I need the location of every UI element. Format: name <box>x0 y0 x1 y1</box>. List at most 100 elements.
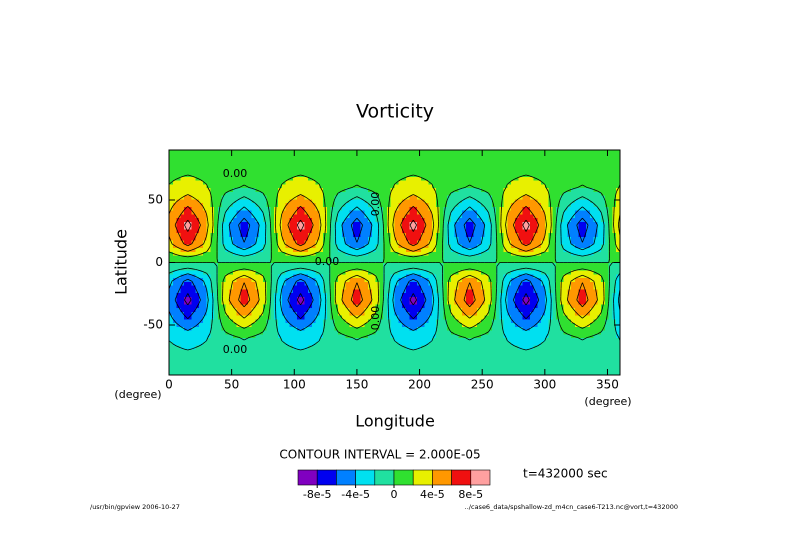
field-cell <box>495 352 501 357</box>
field-cell <box>266 217 272 222</box>
field-cell <box>484 356 490 361</box>
field-cell <box>285 367 290 372</box>
field-cell <box>251 228 257 234</box>
field-cell <box>386 258 392 264</box>
field-cell <box>326 307 332 312</box>
field-cell <box>537 288 542 294</box>
field-cell <box>285 303 290 309</box>
field-cell <box>484 318 490 324</box>
field-cell <box>319 240 324 245</box>
field-cell <box>289 296 294 301</box>
field-cell <box>518 296 523 301</box>
field-cell <box>225 371 230 376</box>
field-cell <box>191 311 196 316</box>
field-cell <box>394 326 399 331</box>
field-cell <box>559 330 565 335</box>
field-cell <box>417 285 422 290</box>
field-cell <box>184 273 189 279</box>
field-cell <box>206 300 211 305</box>
field-cell <box>315 348 320 354</box>
field-cell <box>247 307 253 312</box>
field-cell <box>191 266 196 271</box>
field-cell <box>574 273 580 279</box>
field-cell <box>319 367 324 372</box>
field-cell <box>247 341 253 346</box>
field-cell <box>435 255 441 260</box>
field-cell <box>450 330 456 335</box>
field-cell <box>169 315 174 320</box>
field-cell <box>589 262 595 267</box>
field-cell <box>616 243 621 249</box>
field-cell <box>259 262 264 267</box>
field-cell <box>195 360 200 365</box>
field-cell <box>424 247 429 252</box>
field-cell <box>402 348 407 354</box>
field-cell <box>277 371 283 376</box>
field-cell <box>311 345 317 350</box>
field-cell <box>229 210 234 215</box>
field-cell <box>593 356 599 361</box>
field-cell <box>559 348 565 354</box>
field-cell <box>417 258 422 264</box>
field-cell <box>409 281 414 286</box>
field-cell <box>255 303 260 309</box>
field-cell <box>379 262 384 267</box>
field-cell <box>360 311 366 316</box>
field-cell <box>563 262 568 267</box>
field-cell <box>556 225 561 230</box>
field-cell <box>225 266 230 271</box>
field-cell <box>390 322 396 327</box>
field-cell <box>191 348 196 354</box>
field-cell <box>319 352 324 357</box>
field-cell <box>206 318 211 324</box>
field-cell <box>229 243 234 249</box>
field-cell <box>443 247 448 252</box>
field-cell <box>612 371 617 376</box>
field-cell <box>199 221 204 226</box>
field-cell <box>454 356 459 361</box>
field-cell <box>450 311 456 316</box>
field-cell <box>315 228 320 234</box>
field-cell <box>488 258 493 264</box>
time-label: t=432000 sec <box>523 467 608 481</box>
field-cell <box>379 281 384 286</box>
field-cell <box>386 296 392 301</box>
field-cell <box>187 311 193 316</box>
field-cell <box>563 315 568 320</box>
field-cell <box>518 277 523 282</box>
field-cell <box>244 277 249 282</box>
field-cell <box>199 292 204 297</box>
field-cell <box>567 315 572 320</box>
field-cell <box>480 292 486 297</box>
field-cell <box>563 251 568 256</box>
field-cell <box>465 258 471 264</box>
field-cell <box>364 247 369 252</box>
field-cell <box>616 262 621 267</box>
field-cell <box>511 303 516 309</box>
field-cell <box>221 258 226 264</box>
field-cell <box>548 341 553 346</box>
field-cell <box>229 213 234 219</box>
field-cell <box>484 270 490 275</box>
field-cell <box>180 337 185 342</box>
field-cell <box>184 217 189 222</box>
field-cell <box>578 303 584 309</box>
field-cell <box>349 262 354 267</box>
field-cell <box>293 255 298 260</box>
field-cell <box>334 258 339 264</box>
field-cell <box>518 270 523 275</box>
field-cell <box>169 251 174 256</box>
field-cell <box>511 281 516 286</box>
field-cell <box>507 285 512 290</box>
field-cell <box>597 273 602 279</box>
field-cell <box>345 288 350 294</box>
field-cell <box>274 296 279 301</box>
field-cell <box>544 262 550 267</box>
field-cell <box>394 225 399 230</box>
field-cell <box>548 255 553 260</box>
field-cell <box>601 345 606 350</box>
field-cell <box>296 337 302 342</box>
field-cell <box>574 240 580 245</box>
field-cell <box>172 236 178 241</box>
field-cell <box>443 292 448 297</box>
